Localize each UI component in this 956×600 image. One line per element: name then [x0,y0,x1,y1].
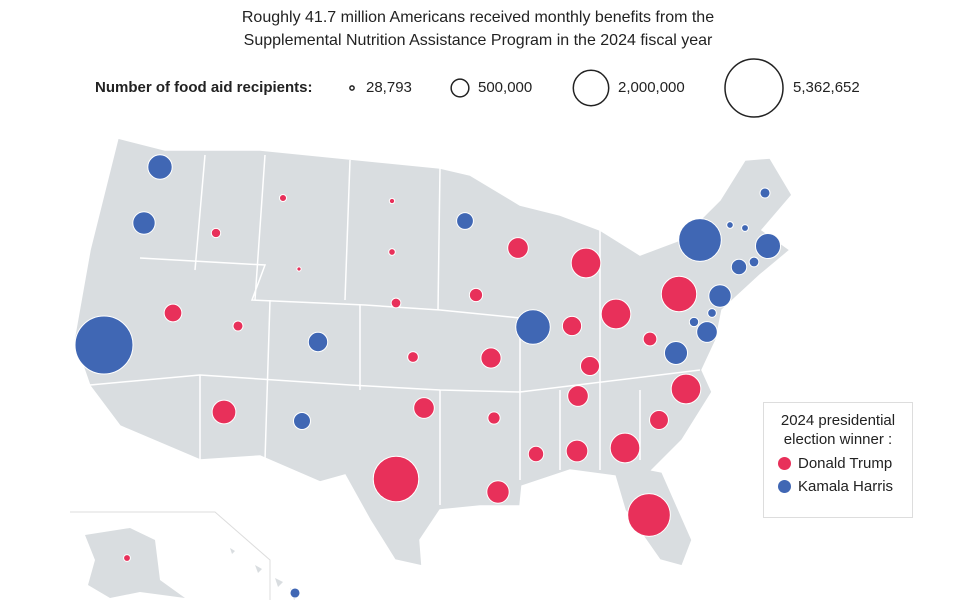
state-bubble [487,411,501,425]
state-bubble [663,340,689,366]
legend-title: 2024 presidential election winner : [764,411,912,449]
legend-swatch [778,457,791,470]
state-bubble [726,221,734,229]
size-legend-title: Number of food aid recipients: [95,79,313,96]
state-bubble [627,493,671,537]
alaska-frame [70,511,271,600]
state-bubble [748,256,760,268]
state-bubble [515,309,551,345]
state-bubble [670,373,702,405]
legend-swatch [778,480,791,493]
state-bubble [707,308,717,318]
size-legend-circle [349,85,355,91]
size-legend-label: 2,000,000 [618,79,685,96]
legend-entry: Donald Trump [778,455,912,472]
size-legend-circle [724,58,784,118]
state-bubble [708,284,732,308]
state-bubble [289,587,301,599]
size-legend: Number of food aid recipients: 28,793 500,… [95,58,860,118]
state-bubble [390,297,402,309]
state-bubble [642,331,658,347]
state-bubble [132,211,156,235]
state-bubble [210,227,222,239]
state-bubble [388,197,396,205]
size-legend-label: 500,000 [478,79,532,96]
state-bubble [486,480,510,504]
legend-title-line: election winner : [783,431,893,448]
title: Roughly 41.7 million Americans received … [0,6,956,52]
state-bubble [579,355,601,377]
state-bubble [507,237,529,259]
state-bubble [649,410,669,430]
state-bubble [561,315,583,337]
winner-legend: 2024 presidential election winner : Donal… [763,402,913,518]
state-bubble [759,187,771,199]
alaska [85,528,185,598]
state-bubble [74,315,134,375]
size-legend-circle [450,78,470,98]
state-borders [89,154,701,505]
size-legend-label: 28,793 [366,79,412,96]
state-bubble [388,248,396,256]
state-bubble [232,320,244,332]
state-bubble [696,321,718,343]
legend-entry: Kamala Harris [778,478,912,495]
state-bubble [570,247,602,279]
state-bubble [754,232,782,260]
state-bubble [600,298,632,330]
state-bubble [407,351,419,363]
state-bubble [567,385,589,407]
bubbles [74,154,782,599]
state-bubble [372,455,420,503]
state-bubble [527,445,545,463]
state-bubble [211,399,237,425]
state-bubble [456,212,474,230]
state-bubble [413,397,435,419]
state-bubble [609,432,641,464]
title-line: Supplemental Nutrition Assistance Progra… [243,32,713,49]
size-legend-label: 5,362,652 [793,79,860,96]
state-bubble [296,266,302,272]
us-outline [73,137,793,567]
legend-label: Kamala Harris [798,478,894,495]
state-bubble [678,218,722,262]
state-bubble [565,439,589,463]
state-bubble [293,412,311,430]
state-bubble [741,224,749,232]
state-bubble [660,275,698,313]
state-bubble [730,258,748,276]
legend-title-line: 2024 presidential [780,412,896,429]
state-bubble [147,154,173,180]
title-line: Roughly 41.7 million Americans received … [241,9,715,26]
legend-label: Donald Trump [798,455,893,472]
state-bubble [480,347,502,369]
state-bubble [123,554,131,562]
state-bubble [688,316,700,328]
state-bubble [468,287,484,303]
state-bubble [307,331,329,353]
state-bubble [163,303,183,323]
size-legend-circle [572,69,610,107]
state-bubble [278,193,288,203]
